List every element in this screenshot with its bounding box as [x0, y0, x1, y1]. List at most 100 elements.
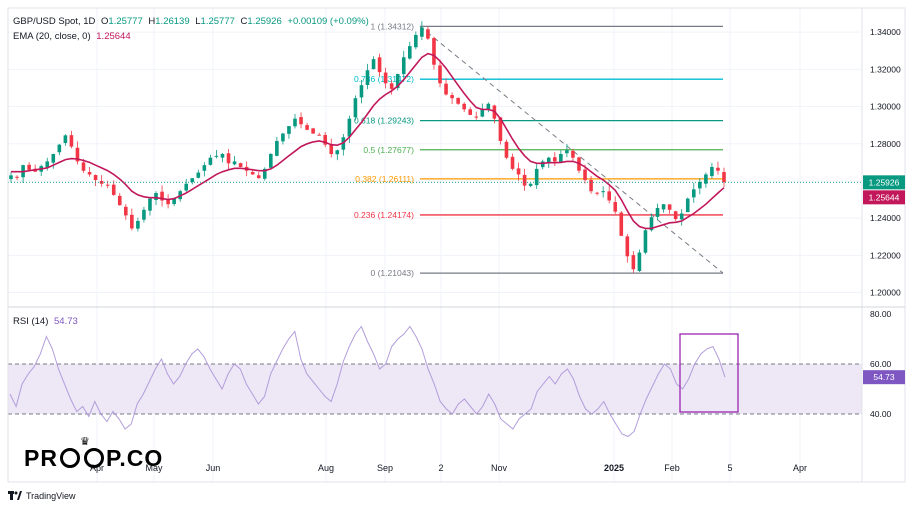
axes — [7, 7, 906, 483]
fib-label: 0.236 (1.24174) — [354, 210, 414, 220]
candle-body — [420, 27, 424, 37]
last-price-bg — [863, 175, 905, 190]
candle-body — [613, 202, 618, 212]
candle-body — [389, 83, 394, 89]
candle-body — [250, 172, 255, 175]
candle-body — [401, 57, 406, 75]
candle-body — [716, 167, 720, 171]
candle-body — [365, 70, 370, 86]
candle-body — [498, 117, 503, 141]
candle-body — [299, 117, 303, 125]
tradingview-footer[interactable]: TradingView — [8, 491, 76, 501]
candle-body — [329, 144, 334, 154]
candle-body — [226, 153, 231, 164]
candle-body — [589, 179, 593, 192]
candle-body — [359, 85, 364, 98]
candle-body — [607, 191, 611, 201]
x-tick-label: Jun — [206, 463, 221, 473]
candle-body — [238, 163, 243, 168]
brand-logo: PR P.CO ♛ — [24, 436, 163, 472]
candle-body — [510, 156, 515, 169]
fib-label: 1 (1.34312) — [371, 21, 415, 31]
candle-body — [414, 34, 418, 48]
candle-body — [202, 165, 207, 171]
candle-body — [625, 236, 630, 257]
fib-label: 0.382 (1.26111) — [355, 174, 414, 184]
x-tick-label: Apr — [90, 463, 104, 473]
candle-body — [317, 134, 321, 136]
candle-body — [546, 157, 551, 163]
candle-body — [468, 109, 473, 115]
candle-body — [281, 133, 285, 142]
candle-body — [75, 147, 80, 162]
candle-body — [196, 172, 201, 178]
candle-body — [685, 198, 690, 213]
candle-body — [504, 141, 509, 158]
candle-body — [516, 168, 521, 175]
candle-body — [565, 150, 569, 154]
x-tick-label: Sep — [377, 463, 393, 473]
candle-body — [456, 97, 460, 104]
last-price-label: 1.25926 — [869, 177, 900, 187]
ema-label: EMA (20, close, 0) — [13, 31, 91, 42]
candle-body — [172, 198, 176, 205]
candle-body — [117, 195, 122, 206]
y-tick-label: 1.32000 — [870, 64, 901, 74]
candle-body — [111, 184, 116, 195]
rsi-last-value-bg — [863, 370, 905, 385]
candle-body — [601, 191, 605, 193]
chart-frame — [7, 7, 906, 483]
candle-body — [486, 103, 491, 110]
candle-body — [148, 198, 152, 211]
candle-body — [335, 150, 340, 155]
x-tick-label: 2025 — [604, 463, 624, 473]
candle-body — [256, 175, 261, 179]
change-value: +0.00109 (+0.09%) — [287, 16, 369, 27]
candle-body — [93, 175, 98, 181]
y-tick-label: 1.22000 — [870, 250, 901, 260]
candle-body — [27, 164, 31, 170]
candle-body — [69, 135, 74, 147]
candle-body — [673, 211, 678, 220]
candle-body — [444, 83, 448, 95]
candle-body — [679, 213, 684, 220]
axis-labels: Apr May Jun Aug Sep 2 Nov 2025 Feb 5 Apr 1.34000 1.3… — [90, 27, 905, 473]
rsi-tick-label: 40.00 — [870, 409, 892, 419]
y-tick-label: 1.24000 — [870, 213, 901, 223]
candle-body — [643, 230, 648, 253]
candle-body — [383, 72, 388, 84]
rsi-last-value-label: 54.73 — [873, 372, 895, 382]
candle-body — [474, 116, 479, 118]
brand-text-part1: PR — [24, 445, 58, 471]
y-tick-label: 1.28000 — [870, 139, 901, 149]
x-tick-label: May — [145, 463, 163, 473]
x-tick-label: Feb — [664, 463, 680, 473]
candle-body — [559, 153, 563, 163]
candle-body — [667, 204, 672, 210]
candle-body — [698, 181, 702, 189]
rsi-highlight-box — [679, 333, 739, 413]
rsi-label: RSI (14) — [13, 316, 49, 327]
high-value: H1.26139 — [148, 16, 190, 27]
candle-body — [311, 128, 315, 134]
candle-body — [275, 140, 279, 156]
fib-label: 0.618 (1.29243) — [354, 116, 414, 126]
candle-body — [57, 144, 62, 153]
candle-body — [130, 214, 134, 229]
rsi-pane — [8, 325, 862, 438]
candle-body — [262, 168, 267, 179]
candle-body — [305, 125, 309, 130]
candle-body — [184, 183, 189, 191]
ema-last-bg — [863, 190, 905, 205]
rsi-tick-label: 80.00 — [870, 309, 892, 319]
candle-body — [704, 174, 708, 184]
candle-body — [619, 212, 624, 236]
candle-body — [522, 174, 527, 186]
candle-body — [395, 74, 400, 89]
fib-label: 0.5 (1.27677) — [363, 145, 414, 155]
ema-path — [11, 52, 725, 230]
candle-body — [220, 153, 225, 158]
candle-body — [323, 135, 328, 145]
close-value: C1.25926 — [240, 16, 282, 27]
